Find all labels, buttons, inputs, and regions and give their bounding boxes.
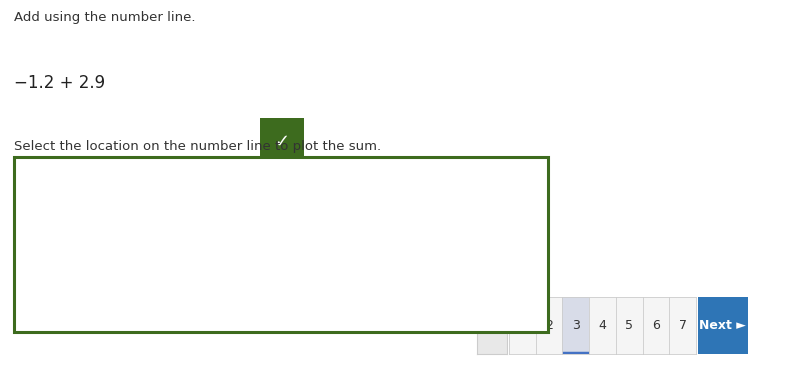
Text: 6: 6: [652, 319, 660, 332]
Text: 0: 0: [278, 288, 285, 298]
Text: 1.5: 1.5: [413, 288, 430, 298]
Text: ✓: ✓: [447, 222, 455, 232]
Text: -1.5: -1.5: [130, 288, 151, 298]
Text: Add using the number line.: Add using the number line.: [14, 11, 196, 24]
Text: 1: 1: [371, 288, 378, 298]
Text: 5: 5: [625, 319, 633, 332]
Text: 2.5: 2.5: [506, 288, 523, 298]
Text: -0.5: -0.5: [224, 288, 245, 298]
Text: Select the location on the number line to plot the sum.: Select the location on the number line t…: [14, 140, 382, 153]
Text: Next ►: Next ►: [699, 319, 746, 332]
Text: -1: -1: [182, 288, 193, 298]
Text: 1: 1: [518, 319, 526, 332]
Text: 0.5: 0.5: [320, 288, 336, 298]
Text: −1.2 + 2.9: −1.2 + 2.9: [14, 74, 106, 92]
Text: ✓: ✓: [274, 132, 289, 151]
Text: 3: 3: [572, 319, 579, 332]
Text: 2: 2: [465, 288, 471, 298]
Text: 2: 2: [545, 319, 553, 332]
Text: 7: 7: [678, 319, 686, 332]
Text: -2.5: -2.5: [37, 288, 58, 298]
Text: ◄: ◄: [487, 319, 497, 332]
Text: 4: 4: [598, 319, 606, 332]
Text: -2: -2: [89, 288, 99, 298]
